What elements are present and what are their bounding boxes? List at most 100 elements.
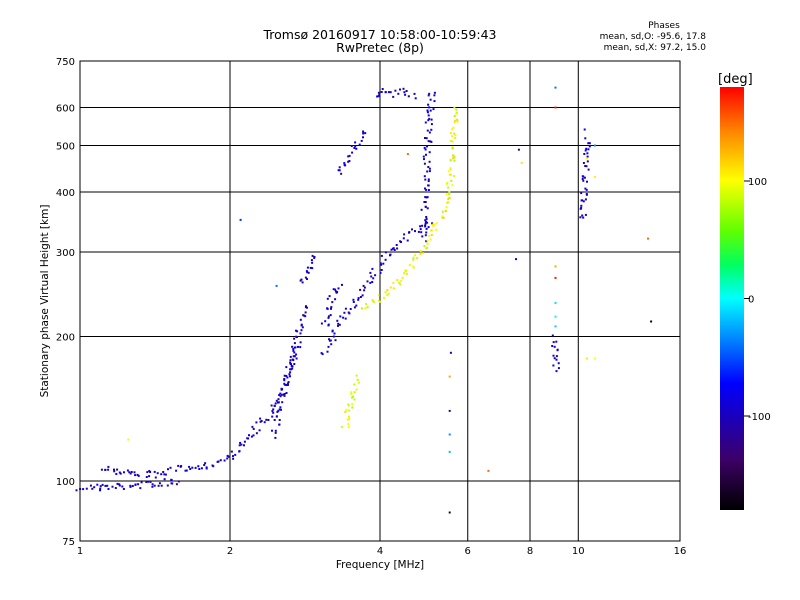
data-point [239, 218, 242, 221]
data-point [650, 320, 653, 323]
data-point [414, 254, 417, 257]
x-tick-label: 10 [572, 546, 585, 557]
data-point [359, 288, 362, 291]
data-point [274, 402, 277, 405]
data-point [424, 205, 427, 208]
data-point [422, 252, 425, 255]
data-point [555, 358, 558, 361]
data-point [247, 437, 250, 440]
data-point [335, 291, 338, 294]
data-point [188, 465, 191, 468]
data-point [301, 281, 304, 284]
data-point [364, 307, 367, 310]
colorbar-tick-label: -100 [748, 412, 771, 423]
data-point [453, 106, 456, 109]
data-point [456, 118, 459, 121]
data-point [277, 401, 280, 404]
data-point [424, 196, 427, 199]
data-point [447, 198, 450, 201]
data-point [304, 276, 307, 279]
data-point [425, 231, 428, 234]
data-point [151, 483, 154, 486]
data-point [299, 318, 302, 321]
data-point [554, 106, 557, 109]
data-point [449, 168, 452, 171]
data-point [369, 281, 372, 284]
data-point [585, 147, 588, 150]
data-point [554, 315, 557, 318]
data-point [435, 222, 438, 225]
data-point [285, 384, 288, 386]
data-point [166, 484, 169, 487]
data-point [585, 193, 588, 195]
data-point [370, 275, 373, 278]
data-point [274, 431, 277, 434]
data-point [426, 242, 429, 245]
data-point [394, 89, 397, 92]
data-point [295, 329, 297, 332]
data-point [585, 188, 588, 191]
data-point [355, 147, 358, 150]
data-point [393, 249, 396, 251]
data-point [107, 488, 110, 490]
data-point [423, 146, 426, 149]
data-point [271, 429, 273, 432]
data-point [118, 484, 121, 487]
data-point [556, 348, 559, 351]
data-point [366, 280, 369, 283]
data-point [647, 237, 649, 240]
data-point [417, 230, 420, 233]
data-point [101, 483, 104, 486]
data-point [377, 294, 380, 297]
data-point [255, 421, 258, 424]
data-point [343, 162, 346, 165]
data-point [226, 457, 229, 460]
data-point [272, 408, 275, 411]
data-point [392, 287, 395, 290]
data-point [584, 213, 587, 216]
data-point [137, 483, 140, 486]
data-point [402, 237, 405, 240]
data-point [426, 221, 429, 224]
data-point [586, 152, 589, 155]
data-point [350, 392, 353, 395]
data-point [284, 383, 287, 386]
data-point [554, 325, 557, 328]
data-point [232, 455, 234, 458]
data-point [582, 179, 585, 182]
data-point [584, 137, 587, 140]
data-point [184, 469, 187, 472]
data-point [289, 355, 292, 358]
data-point [554, 276, 557, 279]
data-point [252, 428, 255, 430]
data-point [326, 297, 329, 300]
data-point [376, 95, 379, 98]
data-point [311, 254, 314, 257]
data-point [430, 118, 433, 121]
data-point [307, 271, 310, 274]
data-point [279, 406, 282, 409]
data-point [357, 297, 360, 300]
data-point [111, 485, 114, 488]
data-point [422, 155, 425, 158]
data-point [380, 254, 383, 257]
y-tick-label: 100 [56, 477, 75, 488]
data-point [353, 147, 356, 149]
data-point [425, 240, 428, 243]
data-point [293, 363, 296, 365]
data-point [258, 429, 261, 432]
data-point [380, 263, 383, 266]
data-point [309, 266, 312, 269]
data-point [99, 487, 102, 490]
data-point [583, 153, 586, 155]
data-point [430, 140, 433, 143]
y-tick-label: 200 [56, 333, 75, 344]
data-point [331, 329, 334, 332]
data-point [380, 91, 383, 93]
data-point [126, 469, 129, 472]
data-point [362, 132, 365, 135]
data-point [580, 206, 583, 209]
data-point [451, 140, 454, 143]
data-point [121, 485, 124, 488]
data-point [428, 151, 431, 154]
